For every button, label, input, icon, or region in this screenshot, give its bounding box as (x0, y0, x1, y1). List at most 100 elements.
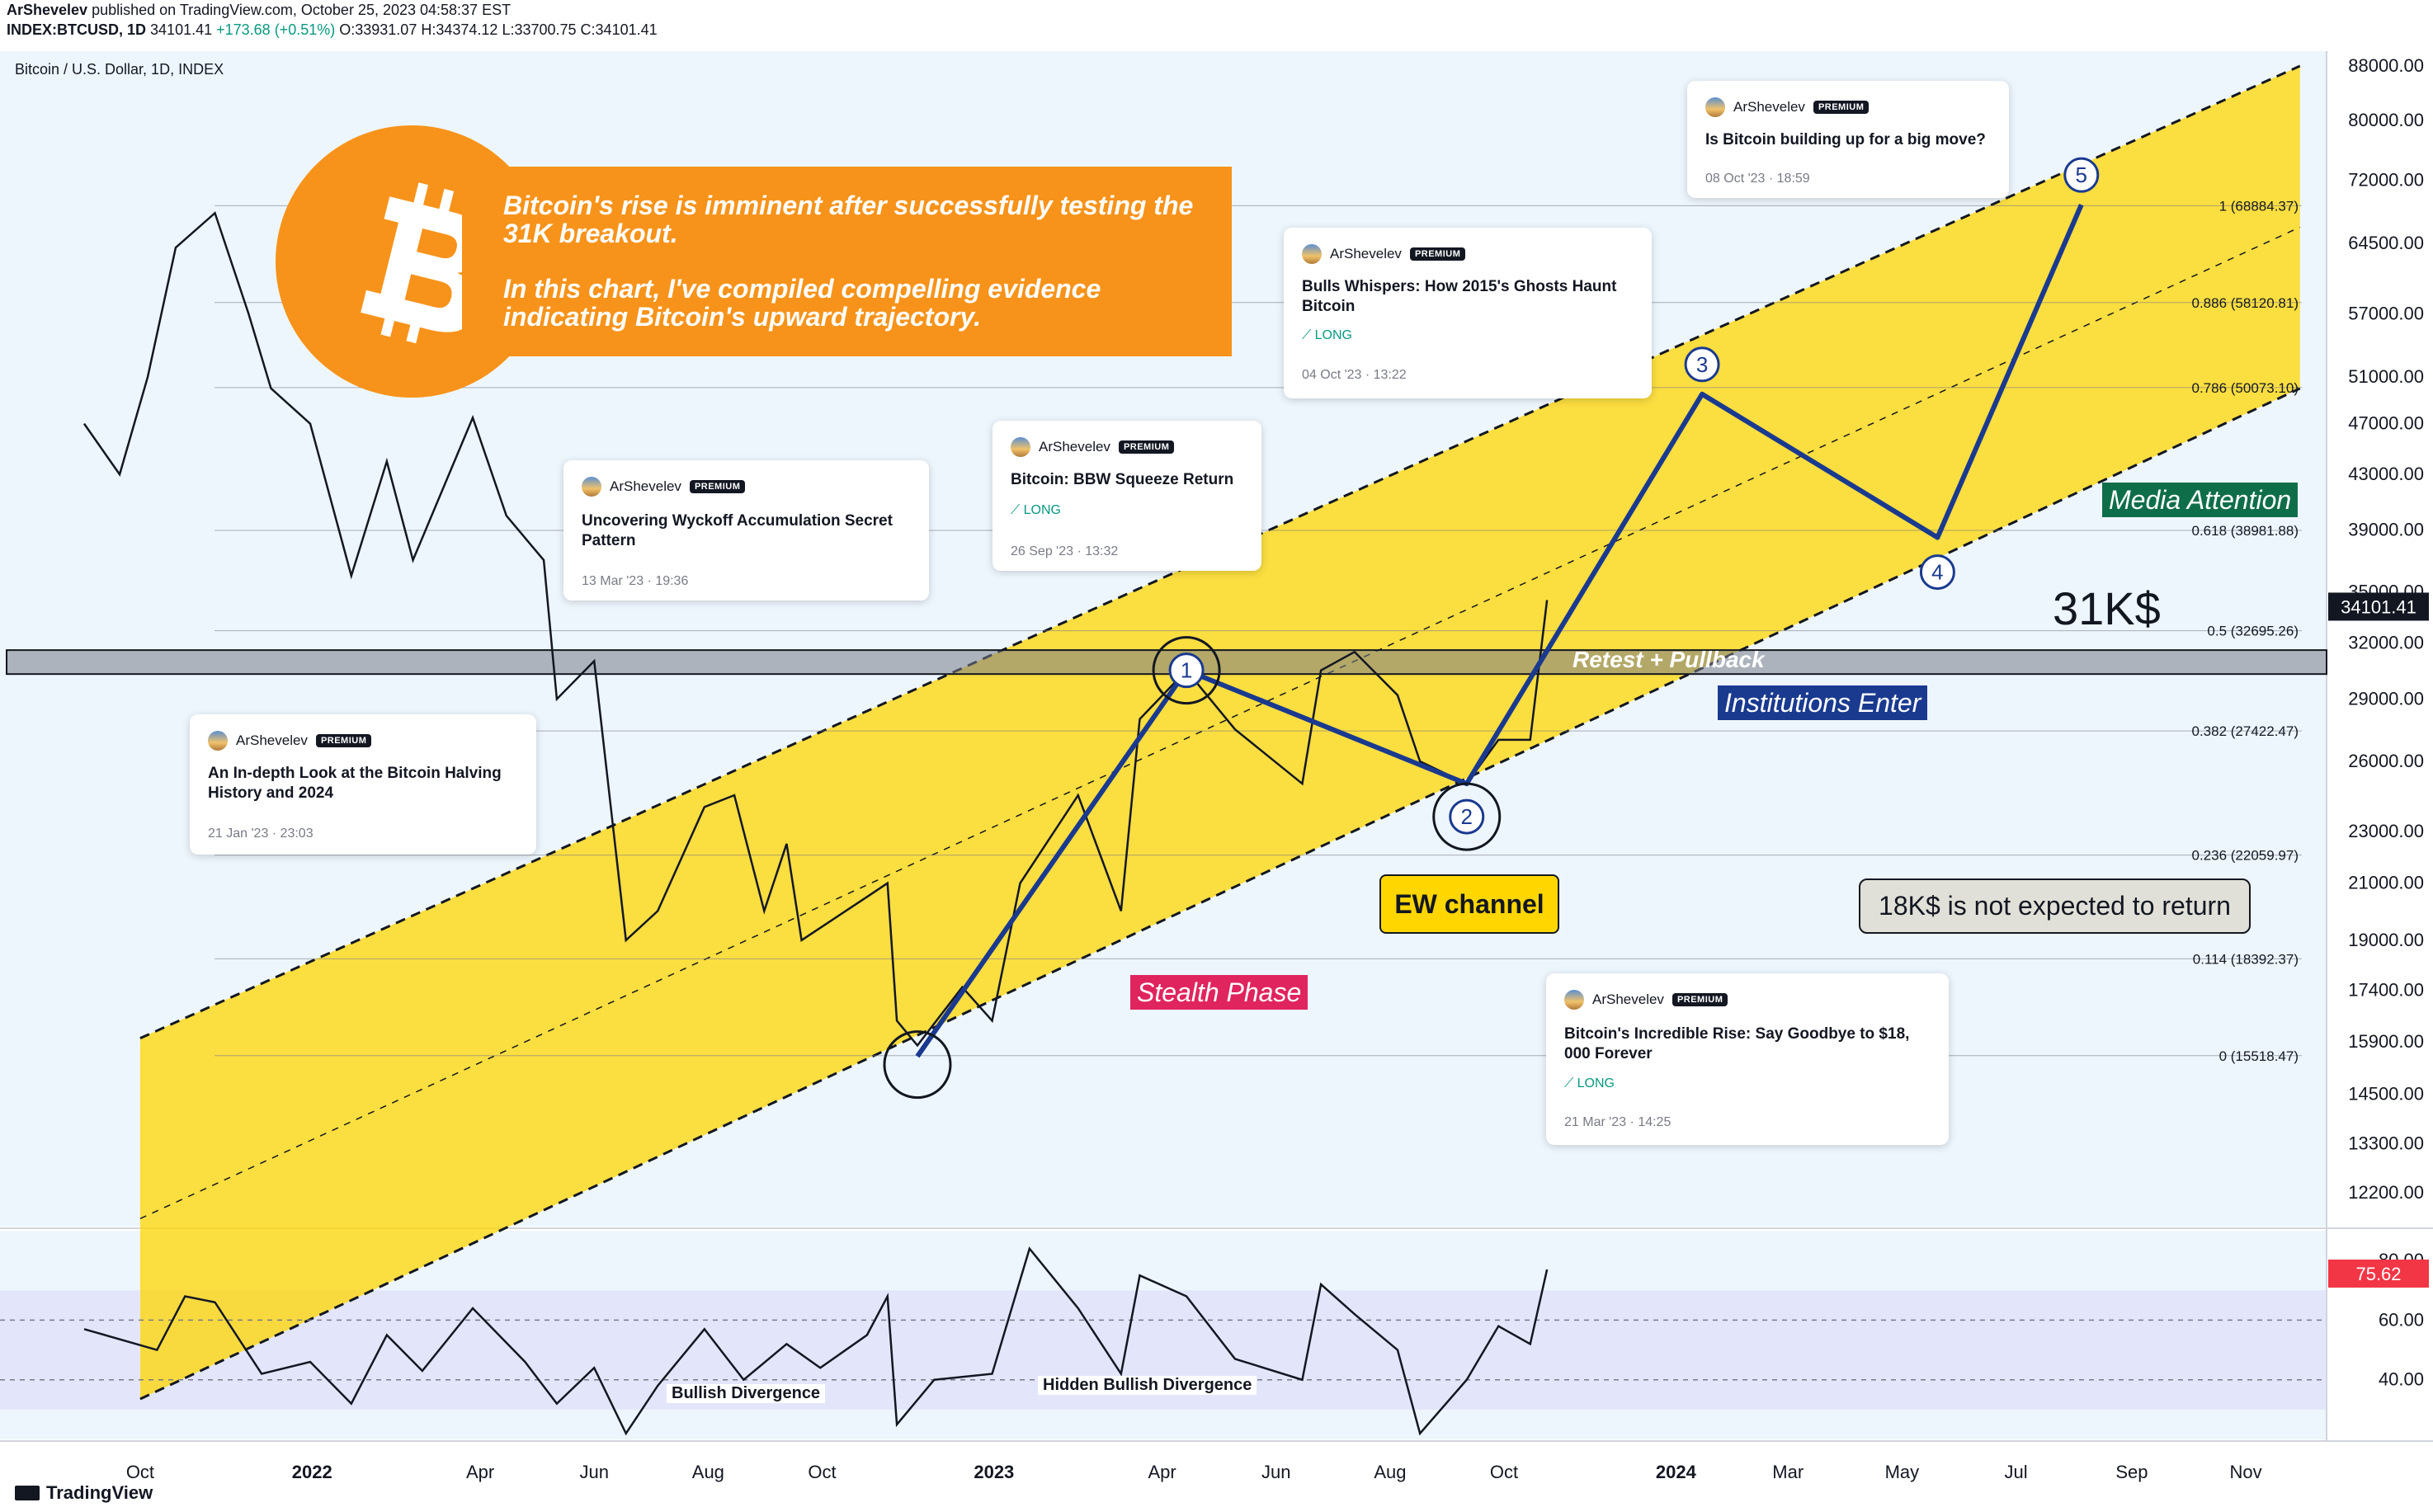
time-axis-tick: Mar (1772, 1462, 1804, 1482)
price-axis-tick: 14500.00 (2348, 1084, 2424, 1105)
idea-card[interactable]: ArShevelev PREMIUM Is Bitcoin building up… (1687, 81, 2009, 198)
wave-highlight-circle (1432, 782, 1502, 851)
price-axis-tick: 26000.00 (2348, 751, 2424, 771)
resistance-band (6, 649, 2327, 676)
fib-level-label: 0.236 (22059.97) (2192, 848, 2299, 864)
card-title: Bulls Whispers: How 2015's Ghosts Haunt … (1302, 278, 1617, 315)
stealth-phase-label: Stealth Phase (1130, 975, 1308, 1010)
wave-marker (2063, 157, 2100, 193)
bitcoin-symbol-icon (361, 182, 483, 344)
publish-info: ArShevelev published on TradingView.com,… (7, 2, 512, 18)
premium-badge: PREMIUM (1118, 440, 1175, 454)
price-axis-tick: 39000.00 (2348, 520, 2424, 540)
ew-channel-fill (139, 66, 2300, 1399)
bullish-divergence-label: Bullish Divergence (667, 1384, 826, 1403)
card-date: 21 Mar '23 · 14:25 (1564, 1115, 1672, 1129)
price-axis-tick: 64500.00 (2348, 233, 2424, 253)
price-axis-tick: 51000.00 (2348, 366, 2424, 387)
card-date: 21 Jan '23 · 23:03 (208, 827, 314, 841)
fib-level-label: 0.618 (38981.88) (2192, 523, 2299, 539)
rsi-axis-tick: 60.00 (2379, 1309, 2424, 1330)
price-axis-tick: 80000.00 (2348, 110, 2424, 130)
fib-level-label: 0.114 (18392.37) (2193, 951, 2299, 967)
card-author: ArShevelev (1733, 99, 1805, 115)
price-axis-tick: 57000.00 (2348, 303, 2424, 323)
idea-card[interactable]: ArShevelev PREMIUM Uncovering Wyckoff Acc… (563, 460, 929, 601)
fib-level-label: 1 (68884.37) (2219, 198, 2299, 214)
time-axis-tick: Nov (2230, 1462, 2262, 1482)
wave-marker (1919, 554, 1955, 591)
price-series-line (83, 211, 1549, 1048)
price-axis-tick: 13300.00 (2348, 1133, 2424, 1153)
ohlc-line: INDEX:BTCUSD, 1D 34101.41 +173.68 (+0.51… (7, 21, 658, 38)
time-axis-tick: Oct (126, 1462, 154, 1482)
card-long-tag: LONG (1023, 503, 1061, 517)
price-axis-tick: 23000.00 (2348, 821, 2424, 841)
price-axis-tick: 29000.00 (2348, 688, 2424, 709)
rsi-axis-tick: 40.00 (2379, 1369, 2424, 1390)
time-axis-tick: Jun (1261, 1462, 1290, 1482)
premium-badge: PREMIUM (689, 480, 746, 493)
price-axis-tick: 88000.00 (2348, 55, 2424, 76)
price-axis-tick: 19000.00 (2348, 930, 2424, 950)
card-title: An In-depth Look at the Bitcoin Halving … (208, 765, 502, 802)
institutions-enter-label: Institutions Enter (1718, 685, 1928, 720)
card-title: Bitcoin: BBW Squeeze Return (1011, 471, 1234, 488)
wave-label: 2 (1461, 804, 1473, 829)
trend-up-icon: ⟋ (1011, 503, 1021, 517)
rsi-last-value: 75.62 (2355, 1264, 2401, 1284)
avatar (1302, 244, 1322, 264)
time-axis-tick: Jul (2004, 1462, 2027, 1482)
price-axis-tick: 12200.00 (2348, 1182, 2424, 1203)
tradingview-logo-icon (15, 1486, 40, 1500)
tradingview-footer[interactable]: TradingView (15, 1482, 153, 1504)
wave-highlight-circle (1152, 636, 1221, 705)
price-axis-tick: 72000.00 (2348, 170, 2424, 191)
premium-badge: PREMIUM (1672, 993, 1728, 1006)
price-axis-tick: 32000.00 (2348, 632, 2424, 652)
avatar (208, 731, 228, 751)
card-author: ArShevelev (236, 732, 308, 748)
time-axis-tick: Oct (808, 1462, 836, 1482)
time-axis-tick: Oct (1490, 1462, 1518, 1482)
idea-card[interactable]: ArShevelev PREMIUM An In-depth Look at th… (190, 714, 536, 855)
premium-badge: PREMIUM (1409, 247, 1466, 261)
time-axis-tick: 2024 (1656, 1462, 1697, 1482)
time-axis-tick: Apr (1148, 1462, 1176, 1482)
wave-label: 3 (1696, 352, 1708, 377)
promo-line-1: Bitcoin's rise is imminent after success… (503, 191, 1194, 248)
card-date: 04 Oct '23 · 13:22 (1302, 368, 1407, 382)
avatar (1705, 97, 1725, 117)
card-title: Is Bitcoin building up for a big move? (1705, 131, 1986, 148)
card-long-tag: LONG (1314, 328, 1352, 342)
card-author: ArShevelev (610, 478, 681, 494)
fib-level-label: 0.5 (32695.26) (2207, 624, 2299, 639)
avatar (1564, 990, 1584, 1010)
premium-badge: PREMIUM (1813, 101, 1870, 114)
premium-badge: PREMIUM (315, 734, 372, 747)
card-date: 08 Oct '23 · 18:59 (1705, 172, 1810, 186)
promo-banner: Bitcoin's rise is imminent after success… (462, 167, 1232, 356)
time-axis-tick: Aug (1374, 1462, 1406, 1482)
idea-card[interactable]: ArShevelev PREMIUM Bitcoin: BBW Squeeze R… (993, 421, 1261, 571)
wave-label: 1 (1181, 658, 1192, 683)
card-author: ArShevelev (1592, 992, 1664, 1007)
card-date: 13 Mar '23 · 19:36 (582, 574, 689, 588)
elliott-wave-path (915, 203, 2084, 1058)
last-price-value: 34101.41 (2341, 596, 2416, 617)
idea-card[interactable]: ArShevelev PREMIUM Bulls Whispers: How 20… (1284, 228, 1652, 398)
channel-mid-line (139, 226, 2301, 1220)
time-axis-tick: 2022 (292, 1462, 332, 1482)
ew-channel-label: EW channel (1379, 874, 1559, 934)
card-author: ArShevelev (1039, 439, 1110, 455)
fib-level-label: 0 (15518.47) (2219, 1048, 2299, 1064)
last-price-tag (2328, 592, 2429, 621)
rsi-last-tag (2328, 1259, 2429, 1288)
idea-card[interactable]: ArShevelev PREMIUM Bitcoin's Incredible R… (1546, 973, 1949, 1145)
fib-level-label: 0.886 (58120.81) (2192, 295, 2299, 311)
wave-marker (1168, 652, 1205, 689)
pane-title: Bitcoin / U.S. Dollar, 1D, INDEX (15, 61, 224, 78)
card-long-tag: LONG (1577, 1076, 1615, 1090)
time-axis-tick: 2023 (974, 1462, 1014, 1482)
time-axis-tick: Aug (692, 1462, 724, 1482)
